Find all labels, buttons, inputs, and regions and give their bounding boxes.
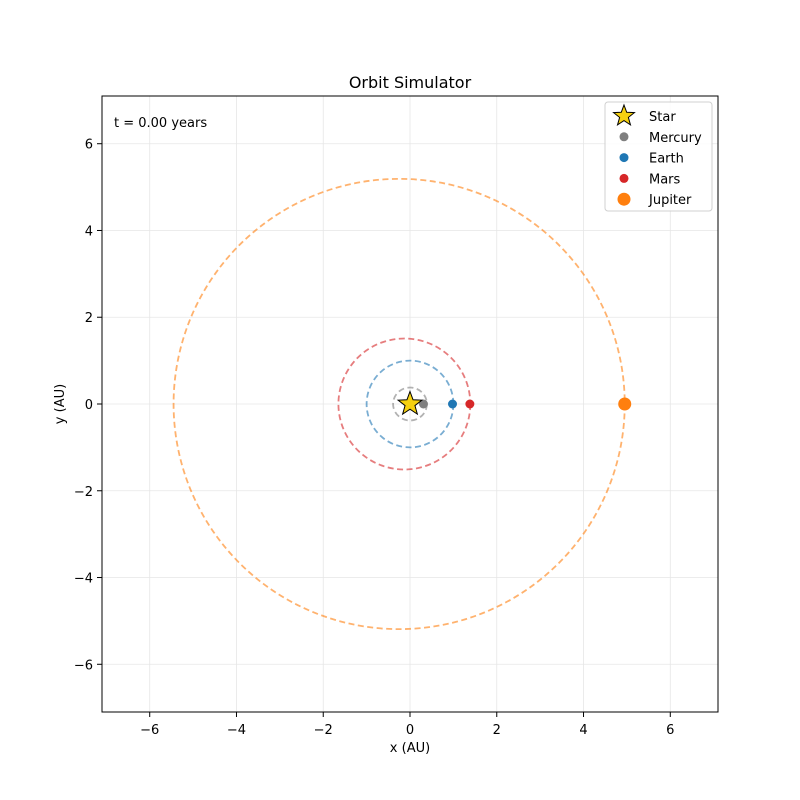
- y-axis-label: y (AU): [53, 384, 68, 424]
- x-axis-ticks: −6 −4 −2 0 2 4 6: [140, 712, 674, 738]
- legend-label-jupiter: Jupiter: [648, 193, 692, 208]
- body-earth: [448, 399, 458, 409]
- star-marker: [396, 390, 424, 416]
- y-tick-label: 6: [85, 138, 93, 153]
- bodies: [396, 390, 632, 416]
- body-mars: [465, 399, 475, 409]
- y-tick-label: −6: [74, 658, 93, 673]
- x-tick-label: −6: [140, 723, 159, 738]
- y-tick-label: 2: [85, 311, 93, 326]
- legend-marker-jupiter: [617, 192, 631, 206]
- y-axis-ticks: −6 −4 −2 0 2 4 6: [74, 138, 102, 673]
- legend-label-earth: Earth: [649, 152, 684, 167]
- x-axis-label: x (AU): [390, 741, 430, 756]
- x-tick-label: 6: [666, 723, 674, 738]
- x-tick-label: 2: [493, 723, 501, 738]
- legend-marker-mars: [619, 173, 629, 183]
- legend: Star Mercury Earth Mars Jupiter: [604, 101, 713, 212]
- body-mercury: [418, 399, 428, 409]
- legend-box: [604, 101, 713, 212]
- legend-label-mars: Mars: [649, 172, 681, 187]
- y-tick-label: −4: [74, 572, 93, 587]
- legend-star-icon: [612, 103, 636, 127]
- x-tick-label: 4: [579, 723, 587, 738]
- x-tick-label: 0: [406, 723, 414, 738]
- time-annotation: t = 0.00 years: [114, 116, 207, 131]
- x-tick-label: −2: [314, 723, 333, 738]
- x-tick-label: −4: [227, 723, 246, 738]
- y-tick-label: −2: [74, 485, 93, 500]
- chart-title: Orbit Simulator: [349, 73, 472, 92]
- legend-marker-earth: [619, 153, 629, 163]
- legend-label-mercury: Mercury: [649, 131, 702, 146]
- y-tick-label: 0: [85, 398, 93, 413]
- y-tick-label: 4: [85, 224, 93, 239]
- legend-marker-mercury: [619, 132, 629, 142]
- legend-label-star: Star: [649, 110, 676, 125]
- body-jupiter: [618, 397, 632, 411]
